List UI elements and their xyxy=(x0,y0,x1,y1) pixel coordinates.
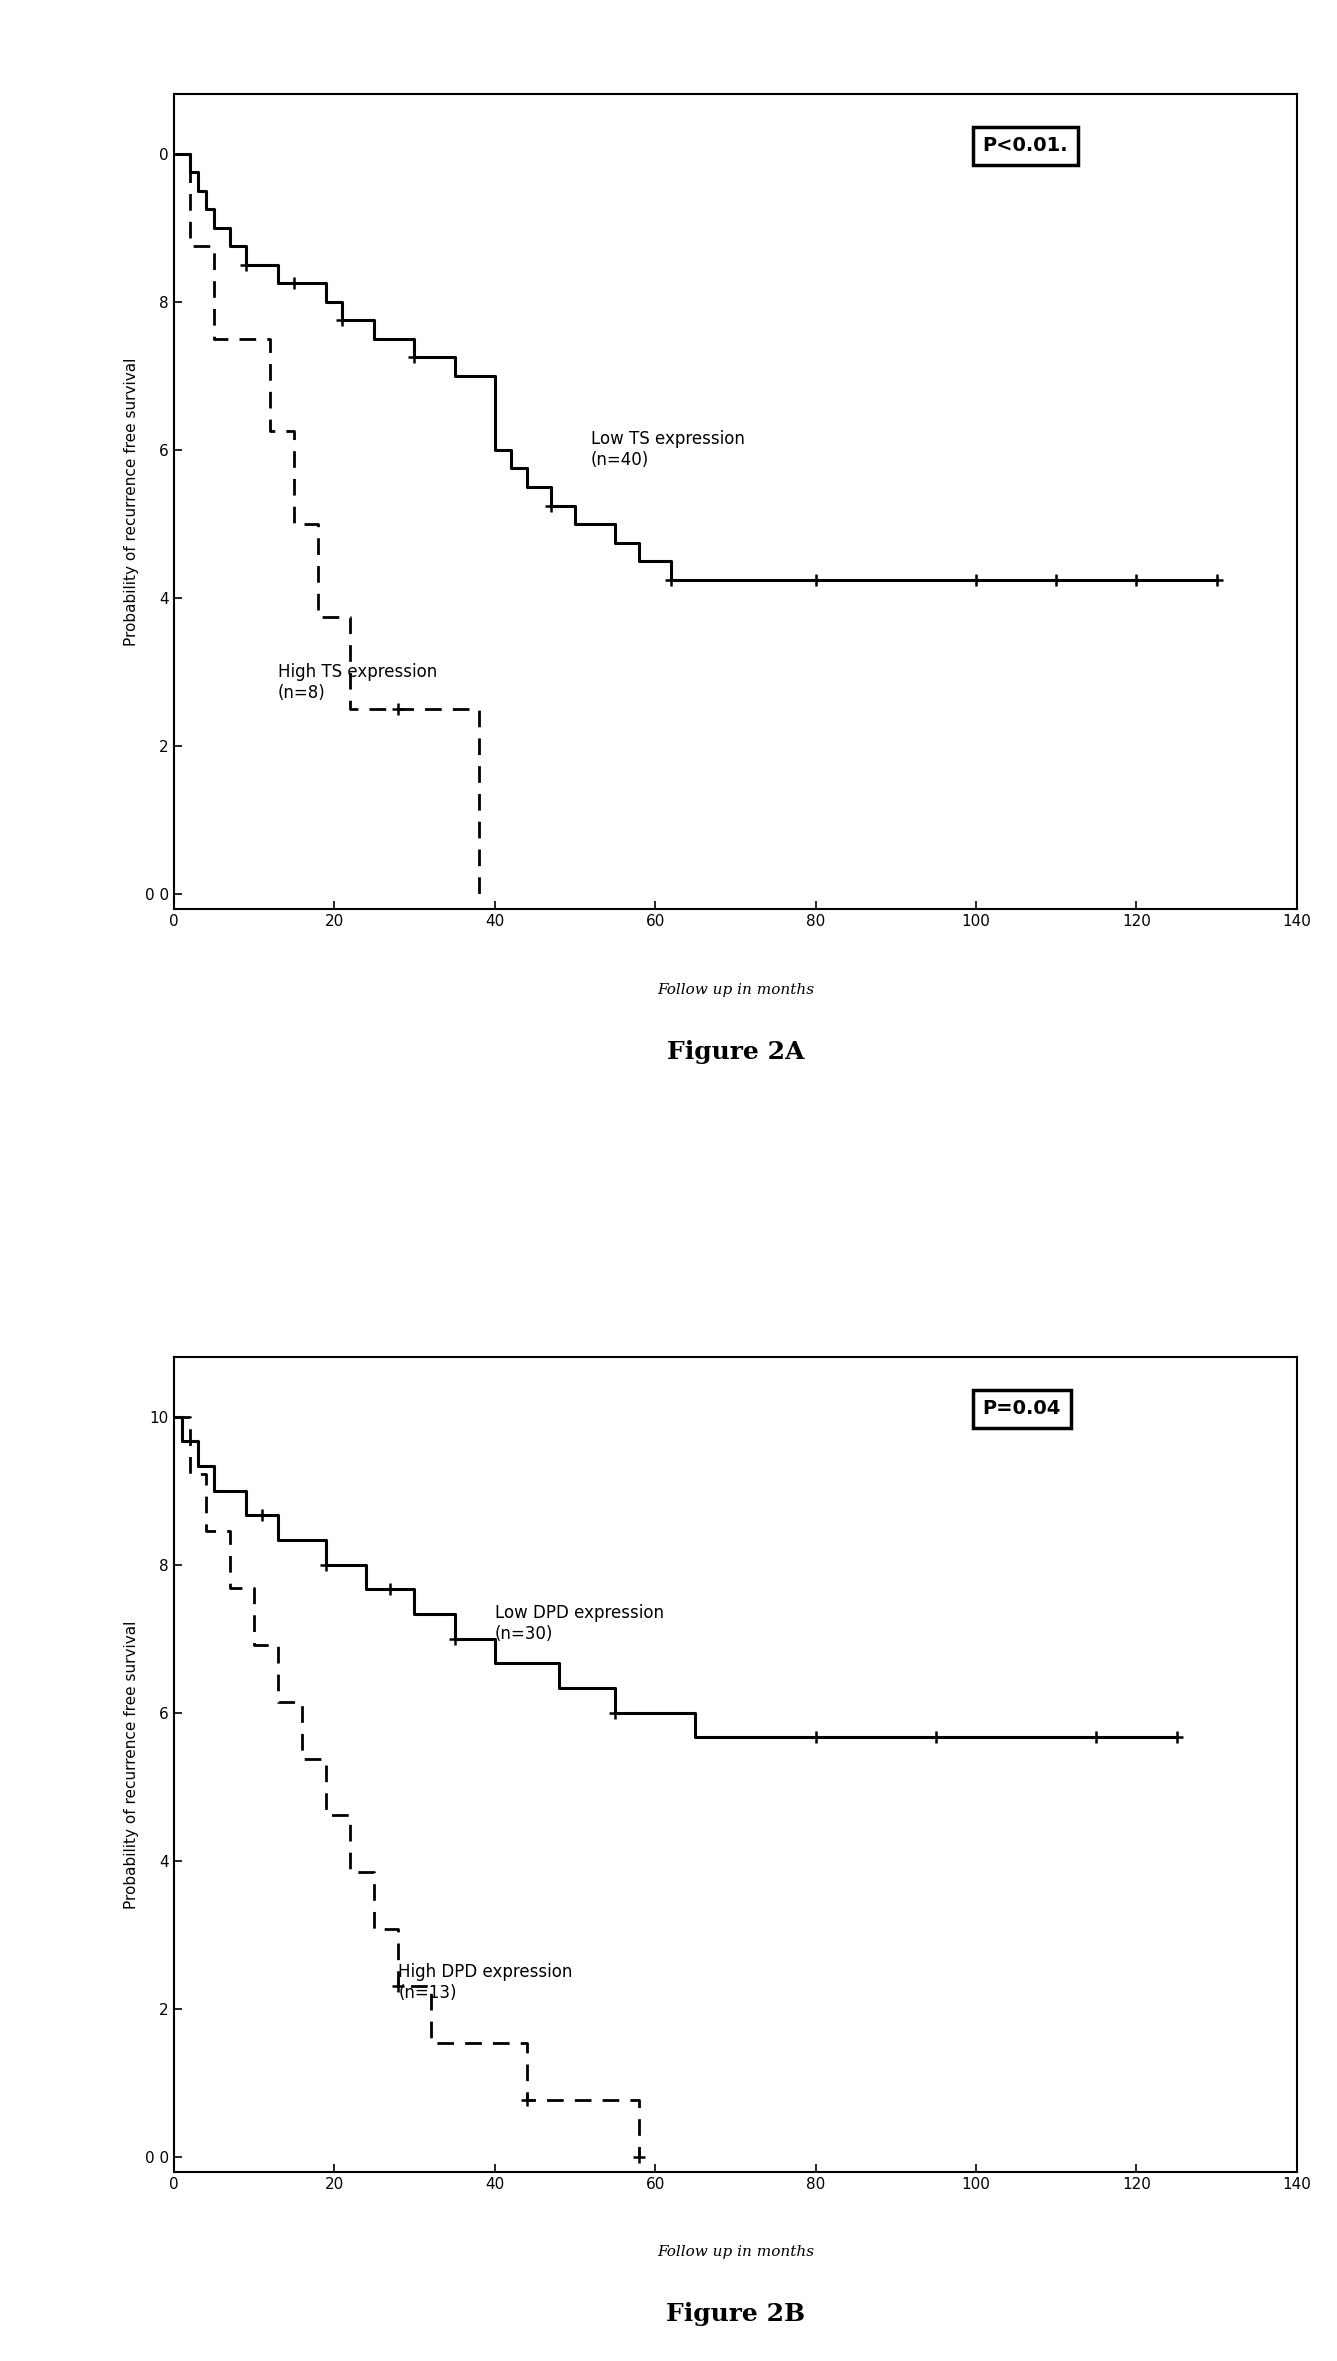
Text: P<0.01.: P<0.01. xyxy=(983,137,1068,156)
Text: Follow up in months: Follow up in months xyxy=(656,982,814,996)
Y-axis label: Probability of recurrence free survival: Probability of recurrence free survival xyxy=(124,357,139,647)
Text: High DPD expression
(n=13): High DPD expression (n=13) xyxy=(398,1964,572,2002)
Text: P=0.04: P=0.04 xyxy=(983,1400,1060,1419)
Text: High TS expression
(n=8): High TS expression (n=8) xyxy=(278,663,437,701)
Y-axis label: Probability of recurrence free survival: Probability of recurrence free survival xyxy=(124,1620,139,1910)
Text: Follow up in months: Follow up in months xyxy=(656,2245,814,2259)
Text: Low DPD expression
(n=30): Low DPD expression (n=30) xyxy=(495,1603,663,1643)
Text: Figure 2A: Figure 2A xyxy=(667,1039,804,1062)
Text: Figure 2B: Figure 2B xyxy=(666,2302,805,2326)
Text: Low TS expression
(n=40): Low TS expression (n=40) xyxy=(591,430,745,470)
